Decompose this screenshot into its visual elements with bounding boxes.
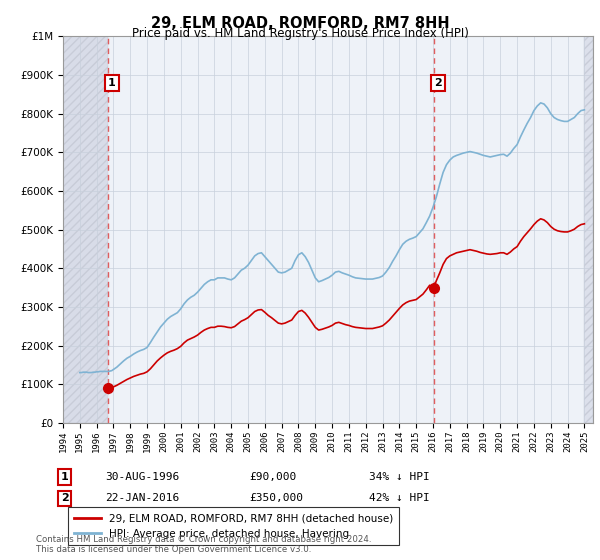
Bar <box>584 36 593 423</box>
Text: 1: 1 <box>61 472 68 482</box>
Text: Price paid vs. HM Land Registry's House Price Index (HPI): Price paid vs. HM Land Registry's House … <box>131 27 469 40</box>
Text: 34% ↓ HPI: 34% ↓ HPI <box>369 472 430 482</box>
Text: 22-JAN-2016: 22-JAN-2016 <box>105 493 179 503</box>
Text: Contains HM Land Registry data © Crown copyright and database right 2024.
This d: Contains HM Land Registry data © Crown c… <box>36 535 371 554</box>
Bar <box>584 36 593 423</box>
Text: £90,000: £90,000 <box>249 472 296 482</box>
Text: 1: 1 <box>108 78 116 88</box>
Text: 42% ↓ HPI: 42% ↓ HPI <box>369 493 430 503</box>
Text: 2: 2 <box>434 78 442 88</box>
Text: 29, ELM ROAD, ROMFORD, RM7 8HH: 29, ELM ROAD, ROMFORD, RM7 8HH <box>151 16 449 31</box>
Legend: 29, ELM ROAD, ROMFORD, RM7 8HH (detached house), HPI: Average price, detached ho: 29, ELM ROAD, ROMFORD, RM7 8HH (detached… <box>68 507 400 545</box>
Text: £350,000: £350,000 <box>249 493 303 503</box>
Bar <box>63 36 108 423</box>
Text: 30-AUG-1996: 30-AUG-1996 <box>105 472 179 482</box>
Bar <box>63 36 108 423</box>
Text: 2: 2 <box>61 493 68 503</box>
